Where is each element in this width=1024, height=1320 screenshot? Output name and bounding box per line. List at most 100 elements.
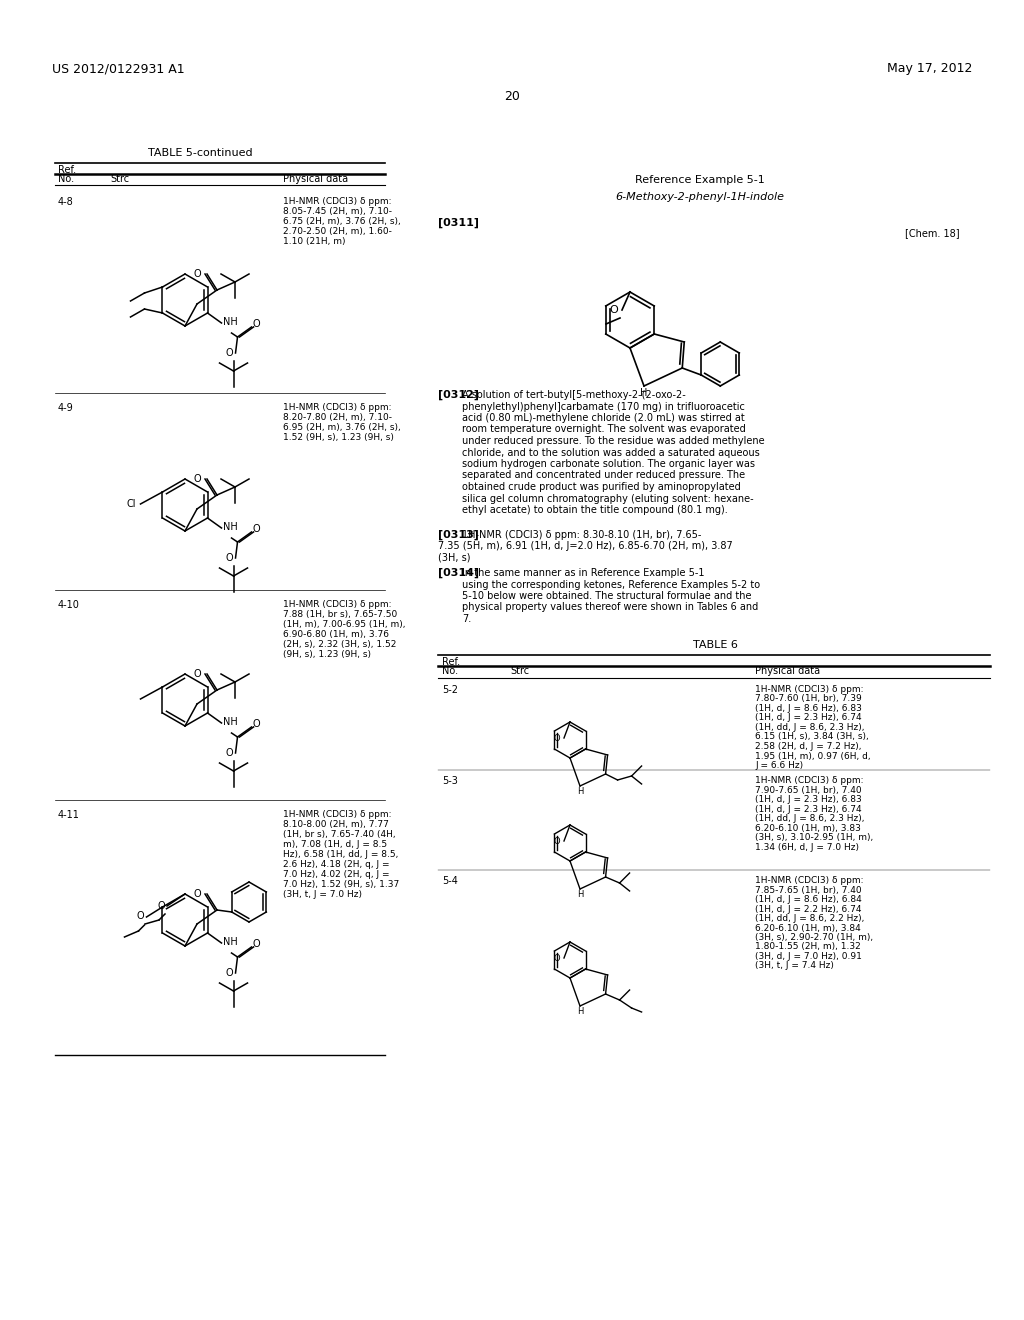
Text: O: O: [253, 319, 260, 329]
Text: NH: NH: [222, 317, 238, 327]
Text: (3H, d, J = 7.0 Hz), 0.91: (3H, d, J = 7.0 Hz), 0.91: [755, 952, 862, 961]
Text: [0312]: [0312]: [438, 389, 479, 400]
Text: (9H, s), 1.23 (9H, s): (9H, s), 1.23 (9H, s): [283, 649, 371, 659]
Text: O: O: [225, 968, 233, 978]
Text: 7.35 (5H, m), 6.91 (1H, d, J=2.0 Hz), 6.85-6.70 (2H, m), 3.87: 7.35 (5H, m), 6.91 (1H, d, J=2.0 Hz), 6.…: [438, 541, 733, 550]
Text: 6.15 (1H, s), 3.84 (3H, s),: 6.15 (1H, s), 3.84 (3H, s),: [755, 733, 868, 742]
Text: 1H-NMR (CDCl3) δ ppm:: 1H-NMR (CDCl3) δ ppm:: [283, 403, 391, 412]
Text: 1H-NMR (CDCl3) δ ppm:: 1H-NMR (CDCl3) δ ppm:: [755, 685, 863, 694]
Text: physical property values thereof were shown in Tables 6 and: physical property values thereof were sh…: [462, 602, 758, 612]
Text: 1H-NMR (CDCl3) δ ppm:: 1H-NMR (CDCl3) δ ppm:: [755, 876, 863, 884]
Text: Reference Example 5-1: Reference Example 5-1: [635, 176, 765, 185]
Text: silica gel column chromatography (eluting solvent: hexane-: silica gel column chromatography (elutin…: [462, 494, 754, 503]
Text: 6.90-6.80 (1H, m), 3.76: 6.90-6.80 (1H, m), 3.76: [283, 630, 389, 639]
Text: ethyl acetate) to obtain the title compound (80.1 mg).: ethyl acetate) to obtain the title compo…: [462, 506, 728, 515]
Text: Strc: Strc: [510, 667, 529, 676]
Text: J = 6.6 Hz): J = 6.6 Hz): [755, 762, 803, 770]
Text: 20: 20: [504, 90, 520, 103]
Text: O: O: [253, 524, 260, 535]
Text: 7.85-7.65 (1H, br), 7.40: 7.85-7.65 (1H, br), 7.40: [755, 886, 861, 895]
Text: O: O: [253, 939, 260, 949]
Text: NH: NH: [222, 937, 238, 946]
Text: chloride, and to the solution was added a saturated aqueous: chloride, and to the solution was added …: [462, 447, 760, 458]
Text: O: O: [194, 474, 202, 484]
Text: H: H: [640, 388, 647, 399]
Text: 8.10-8.00 (2H, m), 7.77: 8.10-8.00 (2H, m), 7.77: [283, 820, 389, 829]
Text: (3H, s), 2.90-2.70 (1H, m),: (3H, s), 2.90-2.70 (1H, m),: [755, 933, 873, 942]
Text: (1H, d, J = 2.2 Hz), 6.74: (1H, d, J = 2.2 Hz), 6.74: [755, 904, 861, 913]
Text: Physical data: Physical data: [283, 174, 348, 183]
Text: obtained crude product was purified by aminopropylated: obtained crude product was purified by a…: [462, 482, 740, 492]
Text: 7.80-7.60 (1H, br), 7.39: 7.80-7.60 (1H, br), 7.39: [755, 694, 862, 704]
Text: 5-2: 5-2: [442, 685, 458, 696]
Text: under reduced pressure. To the residue was added methylene: under reduced pressure. To the residue w…: [462, 436, 765, 446]
Text: 7.88 (1H, br s), 7.65-7.50: 7.88 (1H, br s), 7.65-7.50: [283, 610, 397, 619]
Text: 7.: 7.: [462, 614, 471, 624]
Text: (1H, d, J = 2.3 Hz), 6.83: (1H, d, J = 2.3 Hz), 6.83: [755, 795, 862, 804]
Text: 6-Methoxy-2-phenyl-1H-indole: 6-Methoxy-2-phenyl-1H-indole: [615, 191, 784, 202]
Text: Hz), 6.58 (1H, dd, J = 8.5,: Hz), 6.58 (1H, dd, J = 8.5,: [283, 850, 398, 859]
Text: O: O: [225, 553, 233, 564]
Text: In the same manner as in Reference Example 5-1: In the same manner as in Reference Examp…: [462, 568, 705, 578]
Text: (1H, dd, J = 8.6, 2.2 Hz),: (1H, dd, J = 8.6, 2.2 Hz),: [755, 913, 864, 923]
Text: 1H-NMR (CDCl3) δ ppm:: 1H-NMR (CDCl3) δ ppm:: [755, 776, 863, 785]
Text: 6.20-6.10 (1H, m), 3.84: 6.20-6.10 (1H, m), 3.84: [755, 924, 861, 932]
Text: O: O: [554, 954, 560, 964]
Text: 1H-NMR (CDCl3) δ ppm: 8.30-8.10 (1H, br), 7.65-: 1H-NMR (CDCl3) δ ppm: 8.30-8.10 (1H, br)…: [462, 531, 701, 540]
Text: (1H, d, J = 8.6 Hz), 6.83: (1H, d, J = 8.6 Hz), 6.83: [755, 704, 862, 713]
Text: using the corresponding ketones, Reference Examples 5-2 to: using the corresponding ketones, Referen…: [462, 579, 760, 590]
Text: Ref.: Ref.: [442, 657, 460, 667]
Text: (3H, s), 3.10-2.95 (1H, m),: (3H, s), 3.10-2.95 (1H, m),: [755, 833, 873, 842]
Text: acid (0.80 mL)-methylene chloride (2.0 mL) was stirred at: acid (0.80 mL)-methylene chloride (2.0 m…: [462, 413, 744, 422]
Text: No.: No.: [442, 667, 458, 676]
Text: 1.10 (21H, m): 1.10 (21H, m): [283, 238, 345, 246]
Text: 8.20-7.80 (2H, m), 7.10-: 8.20-7.80 (2H, m), 7.10-: [283, 413, 392, 422]
Text: Physical data: Physical data: [755, 667, 820, 676]
Text: 1H-NMR (CDCl3) δ ppm:: 1H-NMR (CDCl3) δ ppm:: [283, 197, 391, 206]
Text: O: O: [609, 305, 617, 315]
Text: 4-8: 4-8: [58, 197, 74, 207]
Text: phenylethyl)phenyl]carbamate (170 mg) in trifluoroacetic: phenylethyl)phenyl]carbamate (170 mg) in…: [462, 401, 744, 412]
Text: 1.52 (9H, s), 1.23 (9H, s): 1.52 (9H, s), 1.23 (9H, s): [283, 433, 394, 442]
Text: H: H: [577, 1007, 584, 1016]
Text: O: O: [225, 348, 233, 358]
Text: O: O: [157, 902, 165, 911]
Text: 4-11: 4-11: [58, 810, 80, 820]
Text: O: O: [225, 748, 233, 758]
Text: 4-10: 4-10: [58, 601, 80, 610]
Text: (1H, m), 7.00-6.95 (1H, m),: (1H, m), 7.00-6.95 (1H, m),: [283, 620, 406, 630]
Text: NH: NH: [222, 521, 238, 532]
Text: O: O: [554, 734, 560, 743]
Text: US 2012/0122931 A1: US 2012/0122931 A1: [52, 62, 184, 75]
Text: (3H, s): (3H, s): [438, 552, 470, 562]
Text: 1.95 (1H, m), 0.97 (6H, d,: 1.95 (1H, m), 0.97 (6H, d,: [755, 751, 870, 760]
Text: (2H, s), 2.32 (3H, s), 1.52: (2H, s), 2.32 (3H, s), 1.52: [283, 640, 396, 649]
Text: (1H, dd, J = 8.6, 2.3 Hz),: (1H, dd, J = 8.6, 2.3 Hz),: [755, 814, 864, 822]
Text: 1.34 (6H, d, J = 7.0 Hz): 1.34 (6H, d, J = 7.0 Hz): [755, 842, 859, 851]
Text: Cl: Cl: [127, 499, 136, 510]
Text: Ref.: Ref.: [58, 165, 76, 176]
Text: Strc: Strc: [110, 174, 129, 183]
Text: (1H, d, J = 2.3 Hz), 6.74: (1H, d, J = 2.3 Hz), 6.74: [755, 714, 861, 722]
Text: 7.0 Hz), 1.52 (9H, s), 1.37: 7.0 Hz), 1.52 (9H, s), 1.37: [283, 880, 399, 888]
Text: O: O: [194, 669, 202, 678]
Text: (1H, d, J = 8.6 Hz), 6.84: (1H, d, J = 8.6 Hz), 6.84: [755, 895, 862, 904]
Text: 7.0 Hz), 4.02 (2H, q, J =: 7.0 Hz), 4.02 (2H, q, J =: [283, 870, 389, 879]
Text: m), 7.08 (1H, d, J = 8.5: m), 7.08 (1H, d, J = 8.5: [283, 840, 387, 849]
Text: [Chem. 18]: [Chem. 18]: [905, 228, 961, 238]
Text: 6.95 (2H, m), 3.76 (2H, s),: 6.95 (2H, m), 3.76 (2H, s),: [283, 422, 400, 432]
Text: H: H: [577, 890, 584, 899]
Text: [0313]: [0313]: [438, 531, 479, 540]
Text: 2.70-2.50 (2H, m), 1.60-: 2.70-2.50 (2H, m), 1.60-: [283, 227, 392, 236]
Text: O: O: [194, 269, 202, 279]
Text: 2.6 Hz), 4.18 (2H, q, J =: 2.6 Hz), 4.18 (2H, q, J =: [283, 861, 389, 869]
Text: 1.80-1.55 (2H, m), 1.32: 1.80-1.55 (2H, m), 1.32: [755, 942, 861, 952]
Text: (1H, dd, J = 8.6, 2.3 Hz),: (1H, dd, J = 8.6, 2.3 Hz),: [755, 723, 864, 733]
Text: 1H-NMR (CDCl3) δ ppm:: 1H-NMR (CDCl3) δ ppm:: [283, 810, 391, 818]
Text: sodium hydrogen carbonate solution. The organic layer was: sodium hydrogen carbonate solution. The …: [462, 459, 755, 469]
Text: NH: NH: [222, 717, 238, 727]
Text: 7.90-7.65 (1H, br), 7.40: 7.90-7.65 (1H, br), 7.40: [755, 785, 861, 795]
Text: 6.75 (2H, m), 3.76 (2H, s),: 6.75 (2H, m), 3.76 (2H, s),: [283, 216, 400, 226]
Text: O: O: [136, 911, 144, 921]
Text: room temperature overnight. The solvent was evaporated: room temperature overnight. The solvent …: [462, 425, 745, 434]
